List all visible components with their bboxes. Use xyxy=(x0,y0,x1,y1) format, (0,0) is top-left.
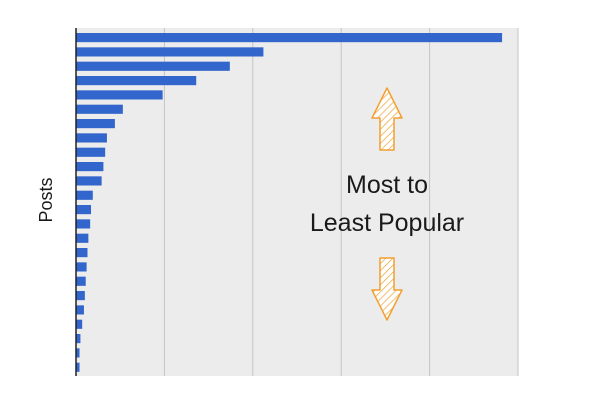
bar xyxy=(76,205,92,215)
bar xyxy=(76,76,197,86)
bar xyxy=(76,291,85,301)
up-arrow-icon xyxy=(371,87,403,151)
gridlines xyxy=(163,28,519,376)
bar xyxy=(76,305,84,315)
bar xyxy=(76,119,115,129)
bar xyxy=(76,334,81,344)
bar xyxy=(76,176,102,186)
bar xyxy=(76,219,91,229)
bar xyxy=(76,319,83,329)
bar xyxy=(76,147,106,157)
bar xyxy=(76,233,89,243)
bar xyxy=(76,276,86,286)
down-arrow-icon xyxy=(371,257,403,321)
bar xyxy=(76,248,88,258)
bar xyxy=(76,262,87,272)
plot-area xyxy=(76,28,518,376)
bar xyxy=(76,362,80,372)
y-axis-label: Posts xyxy=(36,177,56,222)
bar xyxy=(76,104,123,114)
bar xyxy=(76,348,80,358)
bars xyxy=(76,33,503,372)
bar xyxy=(76,33,503,43)
annotation: Most to Least Popular xyxy=(310,87,464,321)
annotation-line-2: Least Popular xyxy=(310,209,464,237)
bar xyxy=(76,61,230,71)
bar xyxy=(76,133,107,143)
bar xyxy=(76,47,264,57)
bar xyxy=(76,162,104,172)
bar xyxy=(76,190,93,200)
bar xyxy=(76,90,163,100)
annotation-line-1: Most to xyxy=(346,171,428,199)
